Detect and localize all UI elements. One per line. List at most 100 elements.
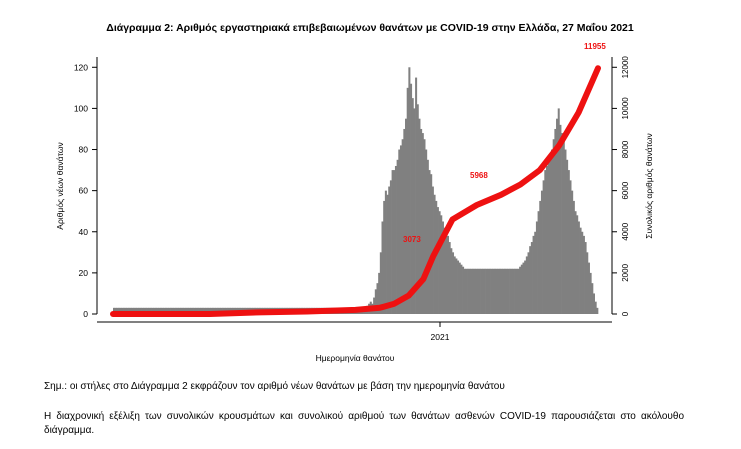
- bar: [500, 268, 503, 314]
- bar: [562, 139, 565, 314]
- y2-tick-label: 8000: [621, 140, 630, 158]
- bar: [472, 268, 475, 314]
- y-axis-label: Αριθμός νέων θανάτων: [55, 142, 65, 229]
- x-axis-label: Ημερομηνία θανάτου: [316, 353, 395, 363]
- bar: [175, 307, 178, 314]
- bar: [592, 293, 595, 314]
- bar: [596, 307, 599, 314]
- bar: [180, 307, 183, 314]
- bar: [487, 268, 490, 314]
- bar: [470, 268, 473, 314]
- bar: [522, 262, 525, 314]
- bar: [418, 118, 421, 315]
- bar: [582, 235, 585, 314]
- bar: [185, 307, 188, 314]
- bar: [141, 307, 144, 314]
- bar: [144, 307, 147, 314]
- bar: [517, 268, 520, 314]
- bar: [126, 307, 129, 314]
- bar: [452, 252, 455, 314]
- y2-tick-label: 12000: [621, 56, 630, 79]
- bar: [430, 174, 433, 314]
- bar: [507, 268, 510, 314]
- bar: [458, 262, 461, 314]
- y2-tick-label: 2000: [621, 263, 630, 281]
- bar: [478, 268, 481, 314]
- bar: [138, 307, 141, 314]
- bar: [426, 159, 429, 314]
- bar: [416, 104, 419, 314]
- bar: [532, 235, 535, 314]
- bar: [505, 268, 508, 314]
- bar: [129, 307, 132, 314]
- bar: [170, 307, 173, 314]
- bar: [594, 301, 597, 314]
- bar: [206, 307, 210, 314]
- bar: [515, 268, 518, 314]
- bar: [195, 307, 198, 314]
- bar: [143, 307, 146, 314]
- bar: [376, 283, 379, 314]
- bar: [421, 133, 424, 314]
- bar: [524, 260, 527, 314]
- bar: [514, 268, 517, 314]
- bar: [554, 128, 557, 314]
- y2-tick-label: 4000: [621, 222, 630, 240]
- bar: [205, 307, 208, 314]
- bar: [198, 307, 201, 314]
- bar: [591, 283, 594, 314]
- bar: [188, 307, 191, 314]
- bar: [173, 307, 176, 314]
- bar-series: [113, 67, 599, 315]
- bar: [567, 170, 570, 314]
- bar: [438, 211, 441, 314]
- bar: [133, 307, 136, 314]
- bar: [488, 268, 491, 314]
- bar: [475, 268, 478, 314]
- bar: [403, 128, 406, 314]
- bar: [158, 307, 161, 314]
- bar: [156, 307, 159, 314]
- bar: [413, 108, 416, 315]
- bar: [455, 258, 458, 314]
- bar: [542, 180, 545, 314]
- bar: [535, 221, 538, 314]
- bar: [572, 200, 575, 314]
- bar: [210, 307, 213, 314]
- bar: [577, 221, 580, 314]
- bar: [383, 200, 386, 314]
- bar: [480, 268, 483, 314]
- bar: [391, 170, 394, 314]
- bar: [191, 307, 194, 314]
- bar: [128, 307, 131, 314]
- left-ticks: 0 20 40 60 80 100 120: [74, 62, 97, 319]
- bar: [415, 77, 418, 314]
- y-tick-label: 60: [79, 186, 89, 196]
- bar: [462, 266, 465, 314]
- bar: [196, 307, 199, 314]
- bar: [551, 149, 554, 314]
- bar: [527, 252, 530, 314]
- bar: [495, 268, 498, 314]
- bar: [443, 227, 446, 314]
- right-ticks: 0 2000 4000 6000 8000 10000 12000: [612, 56, 630, 316]
- bar: [168, 307, 171, 314]
- bar: [520, 264, 523, 314]
- bar: [477, 268, 480, 314]
- bar: [435, 200, 438, 314]
- bar: [405, 118, 408, 315]
- bar: [502, 268, 505, 314]
- bar: [134, 307, 137, 314]
- bar: [411, 98, 414, 315]
- bar: [482, 268, 485, 314]
- bar: [498, 268, 502, 314]
- bar: [428, 170, 431, 314]
- bar: [176, 307, 179, 314]
- bar: [473, 268, 476, 314]
- bar: [388, 186, 391, 314]
- bar: [589, 272, 592, 314]
- bar: [450, 248, 453, 314]
- bar: [467, 268, 470, 314]
- bar: [389, 180, 392, 314]
- y-tick-label: 80: [79, 145, 89, 155]
